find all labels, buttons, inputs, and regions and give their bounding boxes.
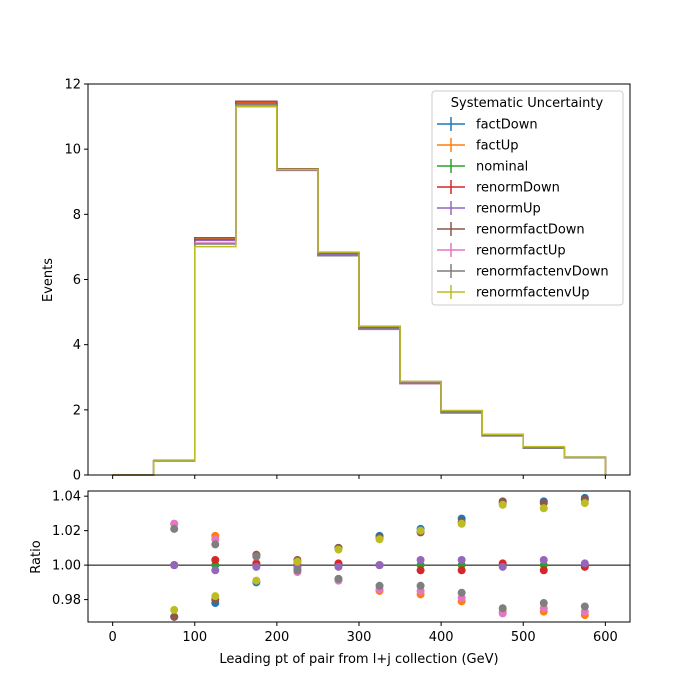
legend-label: renormfactenvDown — [476, 265, 609, 280]
legend-entry-renormfactenvUp: renormfactenvUp — [437, 285, 590, 301]
ratio-point-renormfactenvUp — [457, 519, 466, 528]
ratio-y-tick-label: 1.00 — [52, 559, 81, 574]
main-y-tick-label: 0 — [73, 469, 81, 484]
ratio-point-renormfactenvDown — [498, 604, 507, 613]
main-y-axis-label: Events — [41, 258, 56, 302]
x-axis-label: Leading pt of pair from l+j collection (… — [219, 652, 498, 667]
ratio-x-tick-label: 300 — [347, 630, 372, 645]
ratio-point-renormUp — [170, 561, 179, 570]
legend-label: renormDown — [476, 181, 560, 196]
ratio-point-renormUp — [211, 566, 220, 575]
ratio-point-renormUp — [539, 555, 548, 564]
ratio-y-tick-label: 1.04 — [52, 490, 81, 505]
ratio-x-tick-label: 500 — [511, 630, 536, 645]
main-x-axis-ticks — [112, 475, 606, 479]
ratio-point-renormfactenvUp — [252, 576, 261, 585]
ratio-point-renormDown — [416, 566, 425, 575]
main-y-tick-label: 6 — [73, 273, 81, 288]
ratio-point-renormUp — [457, 555, 466, 564]
ratio-point-renormfactDown — [170, 612, 179, 621]
legend-entry-nominal: nominal — [437, 159, 528, 175]
main-step-series — [112, 100, 607, 476]
legend-entry-renormfactUp: renormfactUp — [437, 243, 566, 259]
ratio-point-renormfactenvUp — [170, 605, 179, 614]
ratio-point-renormfactenvDown — [334, 574, 343, 583]
legend-entry-renormDown: renormDown — [437, 180, 560, 196]
ratio-point-renormUp — [580, 559, 589, 568]
ratio-point-renormfactenvDown — [252, 552, 261, 561]
ratio-point-renormDown — [211, 555, 220, 564]
ratio-points — [170, 493, 589, 621]
ratio-point-renormfactenvDown — [293, 566, 302, 575]
legend-label: renormfactDown — [476, 223, 585, 238]
step-line-renormfactenvUp — [112, 106, 607, 476]
main-y-tick-label: 4 — [73, 338, 81, 353]
legend-entry-renormUp: renormUp — [437, 201, 541, 217]
main-axes-frame — [87, 83, 631, 476]
legend-entries: factDown factUp nominal renormDown renormUp r… — [437, 117, 609, 301]
ratio-point-renormfactenvDown — [457, 588, 466, 597]
ratio-point-renormUp — [375, 561, 384, 570]
ratio-point-renormfactenvUp — [416, 526, 425, 535]
ratio-point-renormfactenvUp — [539, 504, 548, 513]
ratio-x-axis-ticks: 0 100 200 300 400 500 600 — [108, 622, 618, 645]
legend-label: nominal — [476, 160, 528, 175]
ratio-point-renormfactenvUp — [293, 557, 302, 566]
ratio-point-renormDown — [457, 566, 466, 575]
main-panel: 0 2 4 6 8 10 12 Events — [41, 78, 631, 484]
ratio-point-renormUp — [498, 562, 507, 571]
legend-label: renormfactenvUp — [476, 286, 590, 301]
main-y-tick-label: 2 — [73, 403, 81, 418]
legend: Systematic Uncertainty factDown factUp nom… — [431, 90, 624, 306]
main-y-tick-label: 8 — [73, 208, 81, 223]
ratio-point-renormfactenvDown — [539, 599, 548, 608]
legend-label: renormfactUp — [476, 244, 566, 259]
ratio-point-renormUp — [416, 555, 425, 564]
ratio-panel: 0.98 1.00 1.02 1.04 0 100 200 300 400 500 600 Rat… — [29, 490, 631, 667]
step-line-renormfactenvDown — [112, 104, 607, 476]
ratio-x-tick-label: 600 — [593, 630, 618, 645]
ratio-point-renormUp — [334, 562, 343, 571]
legend-label: renormUp — [476, 202, 541, 217]
ratio-point-renormfactenvDown — [211, 540, 220, 549]
ratio-point-renormfactenvUp — [580, 499, 589, 508]
ratio-x-tick-label: 200 — [264, 630, 289, 645]
ratio-point-renormfactenvUp — [375, 535, 384, 544]
legend-label: factUp — [476, 139, 519, 154]
ratio-point-renormfactenvDown — [375, 581, 384, 590]
ratio-x-tick-label: 100 — [182, 630, 207, 645]
legend-entry-factUp: factUp — [437, 138, 519, 154]
ratio-point-renormfactenvUp — [211, 592, 220, 601]
ratio-y-axis-label: Ratio — [29, 540, 44, 573]
ratio-y-tick-label: 1.02 — [52, 524, 81, 539]
main-y-axis-ticks: 0 2 4 6 8 10 12 — [64, 78, 88, 484]
legend-frame — [431, 90, 624, 306]
ratio-point-renormfactenvUp — [334, 545, 343, 554]
ratio-x-tick-label: 0 — [108, 630, 116, 645]
legend-entry-renormfactDown: renormfactDown — [437, 222, 585, 238]
ratio-point-renormDown — [539, 566, 548, 575]
main-y-tick-label: 10 — [64, 143, 81, 158]
ratio-point-renormUp — [252, 562, 261, 571]
legend-entry-factDown: factDown — [437, 117, 538, 133]
ratio-point-renormfactenvDown — [580, 602, 589, 611]
ratio-point-renormfactenvDown — [170, 524, 179, 533]
legend-title: Systematic Uncertainty — [451, 96, 604, 111]
ratio-y-axis-ticks: 0.98 1.00 1.02 1.04 — [52, 490, 88, 608]
main-y-tick-label: 12 — [64, 78, 81, 93]
ratio-x-tick-label: 400 — [429, 630, 454, 645]
ratio-point-renormfactenvUp — [498, 500, 507, 509]
legend-label: factDown — [476, 118, 538, 133]
ratio-point-renormfactenvDown — [416, 581, 425, 590]
ratio-axes-frame — [87, 490, 631, 623]
legend-entry-renormfactenvDown: renormfactenvDown — [437, 264, 609, 280]
ratio-y-tick-label: 0.98 — [52, 593, 81, 608]
